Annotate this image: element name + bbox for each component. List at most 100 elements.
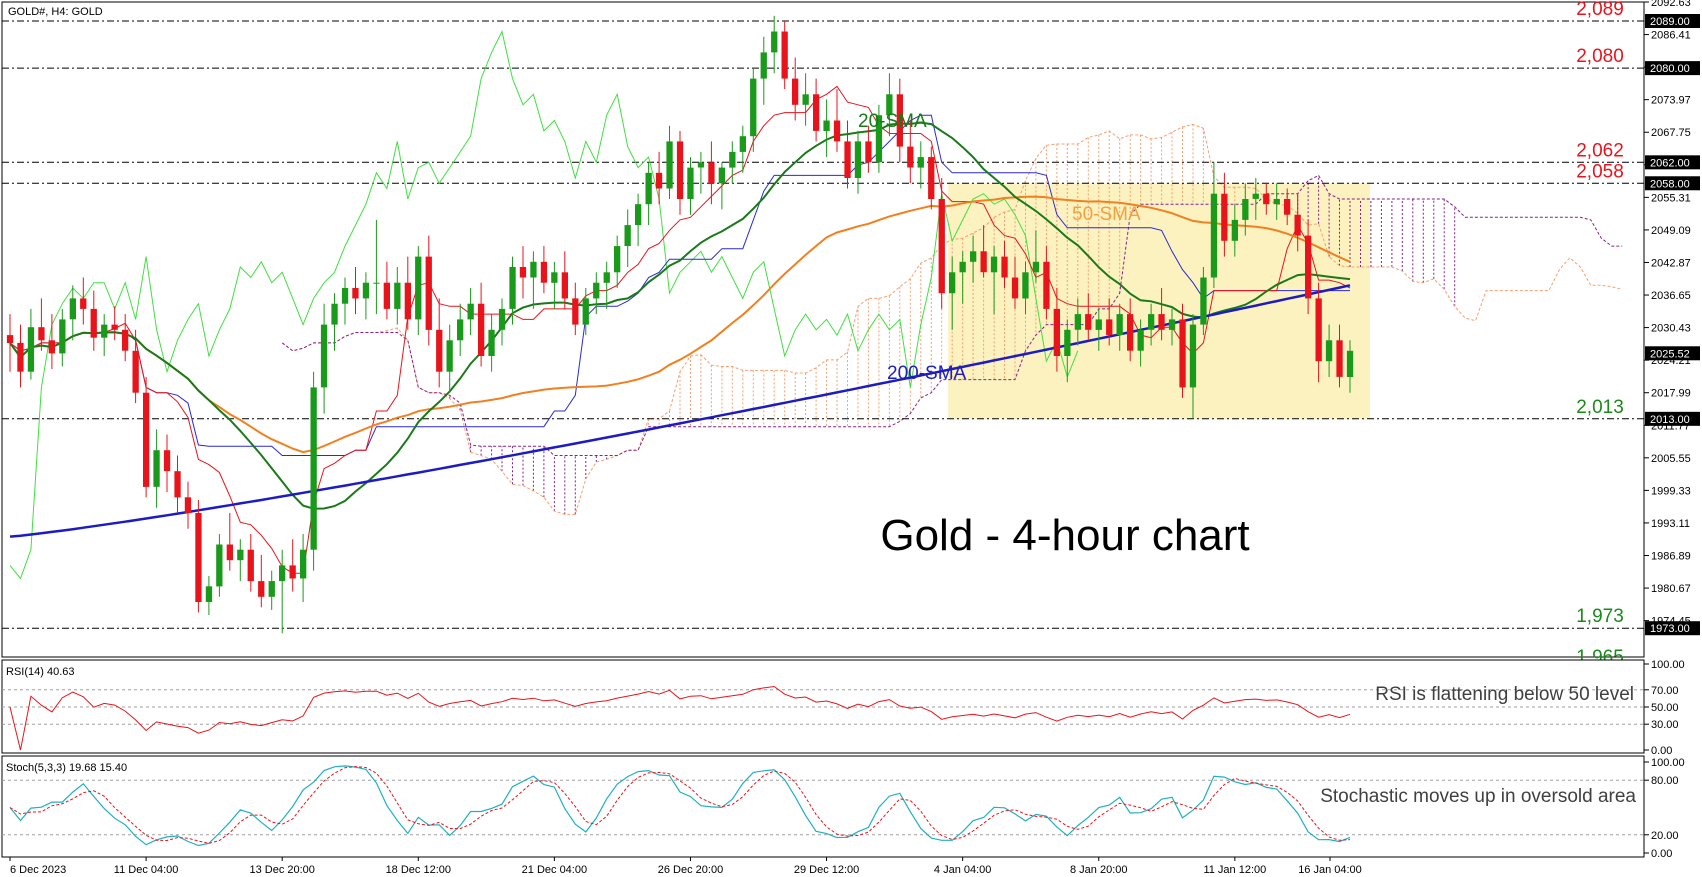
candle: [1242, 183, 1249, 236]
candle: [1200, 267, 1207, 336]
level-label: 2,080: [1576, 46, 1624, 67]
candle: [760, 36, 767, 105]
candle-body: [1106, 319, 1113, 336]
rsi-panel: RSI(14) 40.63 RSI is flattening below 50…: [1, 659, 1645, 754]
candle-body: [781, 31, 788, 79]
candle: [111, 306, 118, 341]
candle-body: [697, 162, 705, 168]
candle: [383, 261, 390, 320]
x-tick-label: 16 Jan 04:00: [1298, 864, 1362, 876]
candle-body: [27, 327, 35, 372]
y-tick-label: 2092.63: [1651, 0, 1691, 9]
y-tick-label: 2086.41: [1651, 30, 1691, 42]
candle-body: [1085, 314, 1092, 330]
candle: [279, 549, 286, 634]
candle-body: [467, 303, 474, 320]
candle: [362, 272, 370, 320]
candle: [865, 125, 872, 173]
candle-body: [331, 303, 338, 325]
candle-body: [415, 256, 422, 320]
candle-body: [300, 549, 307, 579]
candle: [844, 120, 851, 189]
candle-body: [792, 78, 799, 105]
candle: [917, 141, 924, 189]
candle-body: [1273, 199, 1280, 205]
candle: [1158, 288, 1165, 341]
x-tick-label: 29 Dec 12:00: [794, 864, 859, 876]
candle: [645, 162, 652, 226]
candle: [540, 246, 548, 294]
candle: [708, 141, 715, 205]
y-tick-label: 1999.33: [1651, 485, 1691, 497]
candle-body: [310, 387, 317, 550]
candle-body: [1221, 193, 1228, 241]
candle: [530, 251, 537, 309]
candle: [331, 293, 338, 351]
candle-body: [896, 94, 903, 147]
candle: [896, 78, 903, 163]
candle: [551, 261, 558, 309]
candle: [1231, 204, 1238, 257]
candle: [928, 146, 935, 210]
current-price-label: 2025.52: [1650, 348, 1690, 360]
y-tick-label: 100.00: [1651, 757, 1685, 769]
candle-body: [1210, 193, 1218, 278]
candle-body: [1263, 193, 1270, 205]
candle-body: [614, 246, 621, 273]
candle: [1106, 298, 1113, 346]
y-tick-label: 0.00: [1651, 745, 1672, 757]
candle-body: [1011, 277, 1019, 299]
y-tick-label: 1993.11: [1651, 518, 1690, 530]
candle-body: [666, 141, 673, 189]
stochastic-annotation: Stochastic moves up in oversold area: [1320, 786, 1636, 807]
y-tick-label: 2055.31: [1651, 192, 1691, 204]
candle-body: [122, 329, 129, 351]
candle: [1284, 188, 1291, 226]
candle-body: [708, 162, 715, 184]
candle: [561, 251, 568, 309]
indicator-lines: [9, 30, 1351, 580]
candle: [854, 130, 862, 194]
candle: [143, 377, 150, 498]
stochastic-main-line: [9, 765, 1351, 847]
candle-body: [928, 157, 935, 199]
x-tick-label: 4 Jan 04:00: [934, 864, 992, 876]
candle-body: [970, 251, 977, 262]
candle-body: [163, 450, 171, 472]
price-tag-label: 2080.00: [1650, 63, 1690, 75]
candle-body: [1053, 308, 1060, 356]
candle: [404, 256, 411, 330]
candle-body: [394, 282, 401, 309]
x-tick-label: 26 Dec 20:00: [658, 864, 723, 876]
x-tick-label: 18 Dec 12:00: [386, 864, 451, 876]
candle-body: [59, 319, 66, 354]
candle-body: [1179, 319, 1186, 388]
candle-body: [1043, 261, 1050, 309]
price-tag: [1645, 14, 1700, 29]
y-tick-label: 20.00: [1651, 830, 1679, 842]
candle: [813, 78, 820, 142]
candle-body: [1137, 329, 1144, 351]
candle: [467, 288, 474, 336]
candle: [1221, 172, 1228, 257]
candle-body: [373, 282, 380, 284]
candle: [394, 267, 401, 325]
candle-body: [865, 141, 872, 163]
candle-body: [1346, 350, 1354, 377]
candle: [1148, 303, 1155, 346]
candle-body: [446, 340, 453, 372]
y-tick-label: 80.00: [1651, 775, 1679, 787]
candle-body: [1032, 261, 1040, 273]
candle-body: [1189, 324, 1197, 388]
candle: [1252, 178, 1259, 220]
rsi-label: RSI(14) 40.63: [6, 666, 74, 678]
candle: [226, 513, 233, 571]
candle-body: [1315, 298, 1322, 362]
candle-body: [1200, 277, 1207, 325]
candle: [582, 288, 589, 336]
candle-body: [226, 544, 233, 561]
candle: [122, 314, 129, 362]
price-tag: [1645, 411, 1700, 426]
candle-body: [111, 324, 118, 330]
current-price-tag: [1645, 346, 1700, 361]
